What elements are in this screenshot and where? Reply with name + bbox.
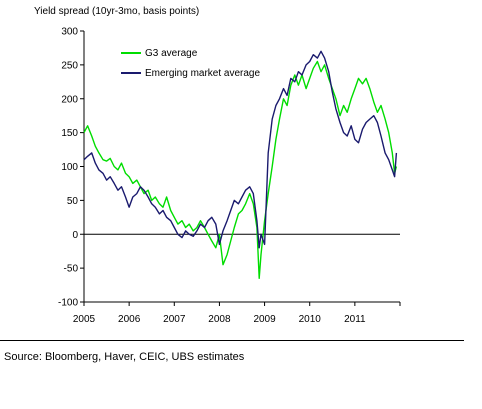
x-tick-label: 2010 (299, 314, 322, 325)
y-tick-label: 0 (72, 230, 78, 241)
source-note: Source: Bloomberg, Haver, CEIC, UBS esti… (4, 351, 245, 363)
x-tick-label: 2006 (118, 314, 141, 325)
y-axis-ticks: -100 -50 0 50 100 150 200 250 300 (58, 27, 84, 309)
y-tick-label: 150 (61, 128, 78, 139)
y-tick-label: 100 (61, 162, 78, 173)
y-tick-label: 200 (61, 94, 78, 105)
x-tick-label: 2007 (163, 314, 186, 325)
line-chart: Yield spread (10yr-3mo, basis points) -1… (34, 6, 401, 325)
x-tick-label: 2008 (208, 314, 231, 325)
x-tick-label: 2005 (73, 314, 96, 325)
chart-title: Yield spread (10yr-3mo, basis points) (34, 6, 199, 17)
x-tick-label: 2011 (344, 314, 366, 325)
y-tick-label: 50 (67, 196, 79, 207)
y-tick-label: 300 (61, 27, 78, 38)
series-line-g3-average (83, 60, 398, 279)
y-tick-label: 250 (61, 60, 78, 71)
footer-divider (0, 340, 464, 341)
legend-label: Emerging market average (145, 68, 260, 79)
legend-label: G3 average (145, 48, 198, 59)
y-tick-label: -50 (64, 264, 79, 275)
series-line-emerging-market-average (83, 50, 398, 249)
y-tick-label: -100 (58, 298, 78, 309)
x-axis-ticks: 2005 2006 2007 2008 2009 2010 2011 (73, 302, 401, 325)
series-lines (83, 50, 398, 279)
legend: G3 average Emerging market average (121, 48, 260, 79)
x-tick-label: 2009 (253, 314, 276, 325)
axes (83, 31, 400, 303)
